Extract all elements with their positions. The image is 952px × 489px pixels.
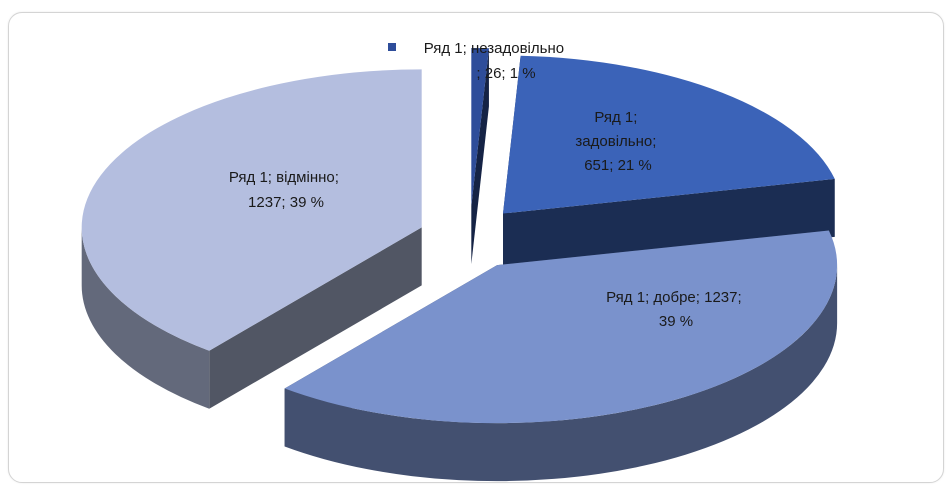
slice-side-zadovilno-1 [503, 178, 835, 272]
slice-side-nezadovilno-1 [471, 48, 489, 265]
data-label-dobre: Ряд 1; добре; 1237; 39 % [606, 289, 746, 330]
slice-wall-vidminno-0 [81, 227, 210, 409]
slice-nezadovilno [471, 48, 489, 207]
data-label-vidminno: Ряд 1; відмінно; 1237; 39 % [229, 169, 343, 211]
data-label-zadovilno: Ряд 1; задовільно; 651; 21 % [575, 109, 660, 174]
data-labels: Ряд 1; незадовільно ; 26; 1 % Ряд 1; зад… [229, 40, 746, 330]
slice-wall-dobre-0 [284, 265, 838, 482]
slice-vidminno [81, 69, 422, 351]
slice-side-vidminno-0 [209, 227, 422, 409]
slice-dobre [284, 230, 838, 424]
data-label-nezadovilno: Ряд 1; незадовільно ; 26; 1 % [424, 40, 569, 82]
slice-zadovilno [503, 55, 835, 214]
pie-tops [81, 48, 838, 424]
legend-swatch-nezadovilno [388, 43, 396, 51]
